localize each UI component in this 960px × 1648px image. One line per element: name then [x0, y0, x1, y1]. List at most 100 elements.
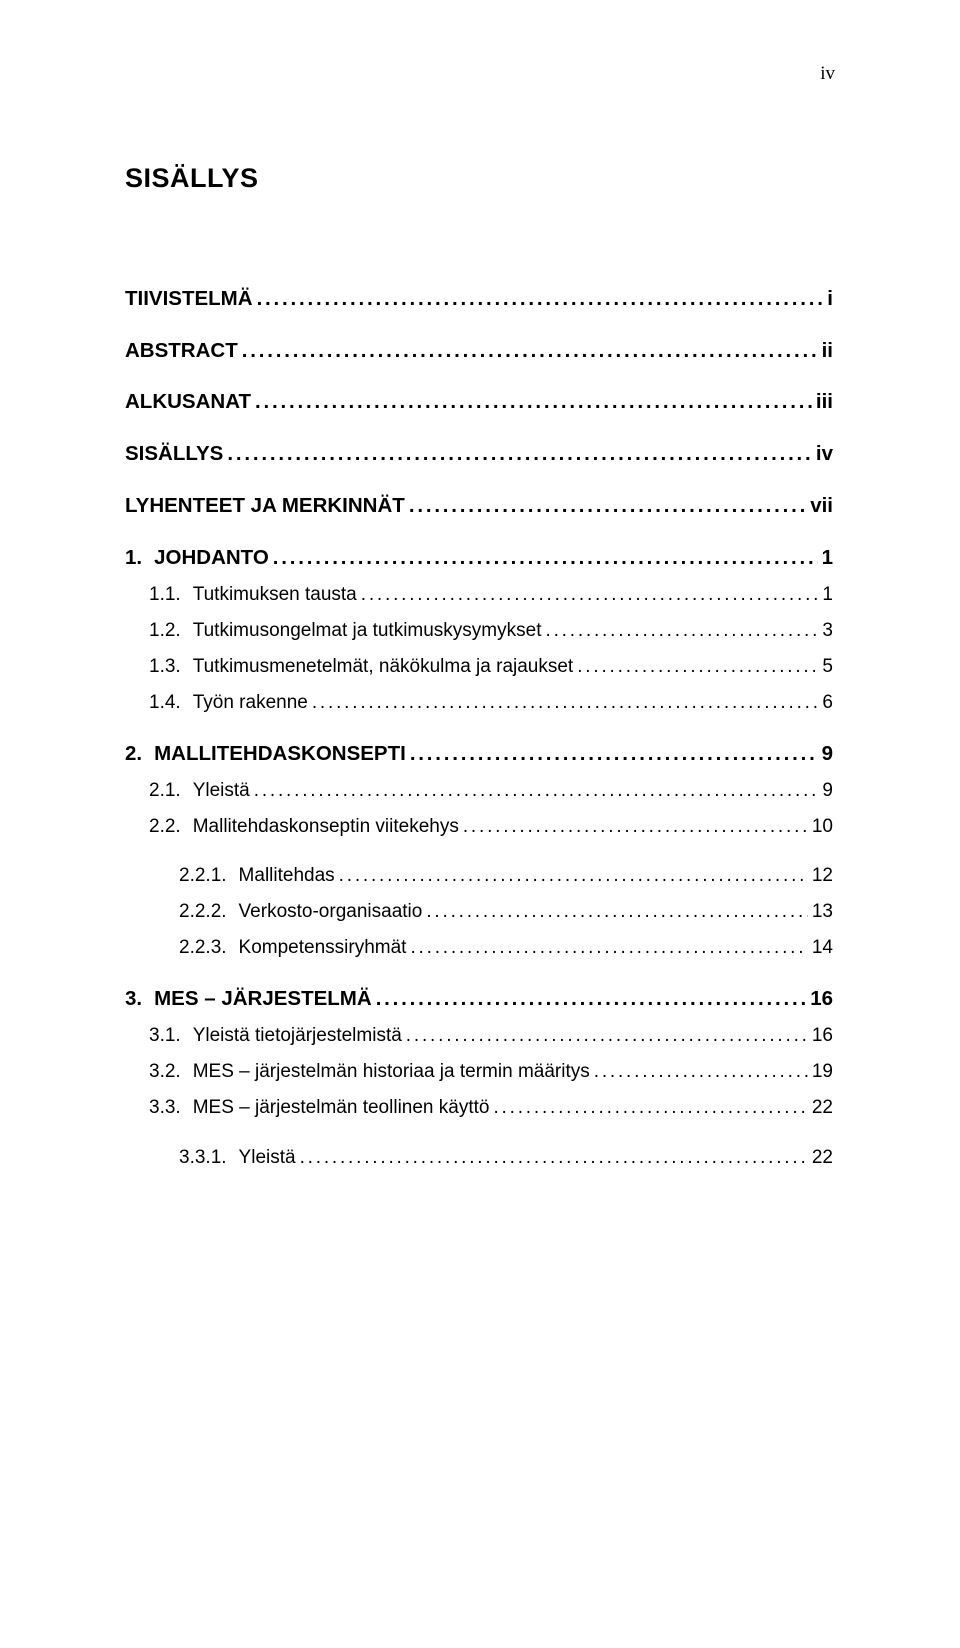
toc-entry-label: ABSTRACT	[125, 336, 238, 366]
toc-leader-dots	[242, 336, 818, 366]
table-of-contents: TIIVISTELMÄi ABSTRACT ii ALKUSANATiii SISÄLL…	[125, 284, 833, 1171]
toc-row: 2.1.Yleistä9	[149, 777, 833, 805]
toc-row: LYHENTEET JA MERKINNÄT vii	[125, 491, 833, 521]
toc-entry-label: MES – JÄRJESTELMÄ	[154, 984, 372, 1014]
toc-leader-dots	[546, 617, 819, 645]
toc-row: TIIVISTELMÄi	[125, 284, 833, 314]
toc-entry-number: 1.1.	[149, 581, 181, 609]
toc-row: 2.2. Mallitehdaskonseptin viitekehys 10	[149, 813, 833, 841]
toc-entry-label: JOHDANTO	[154, 543, 269, 573]
toc-entry-number: 3.3.	[149, 1094, 181, 1122]
toc-entry-page: 9	[822, 739, 833, 769]
toc-entry-page: 16	[812, 1022, 833, 1050]
toc-entry-page: 5	[822, 653, 833, 681]
toc-row: 1.1. Tutkimuksen tausta 1	[149, 581, 833, 609]
toc-leader-dots	[255, 387, 812, 417]
toc-entry-page: 22	[812, 1094, 833, 1122]
toc-leader-dots	[463, 813, 808, 841]
toc-leader-dots	[312, 689, 819, 717]
toc-row: 2.2.2. Verkosto-organisaatio 13	[179, 898, 833, 926]
toc-leader-dots	[426, 898, 808, 926]
toc-row: 1.3. Tutkimusmenetelmät, näkökulma ja raj…	[149, 653, 833, 681]
toc-leader-dots	[273, 543, 818, 573]
toc-entry-label: LYHENTEET JA MERKINNÄT	[125, 491, 405, 521]
toc-leader-dots	[577, 653, 818, 681]
toc-entry-label: MES – järjestelmän teollinen käyttö	[193, 1094, 490, 1122]
toc-entry-page: 14	[812, 934, 833, 962]
toc-leader-dots	[410, 739, 818, 769]
toc-entry-label: Työn rakenne	[193, 689, 308, 717]
toc-entry-page: 9	[822, 777, 833, 805]
toc-entry-number: 3.2.	[149, 1058, 181, 1086]
toc-entry-number: 1.2.	[149, 617, 181, 645]
toc-leader-dots	[257, 284, 824, 314]
toc-row: 2. MALLITEHDASKONSEPTI 9	[125, 739, 833, 769]
toc-entry-page: 1	[822, 543, 833, 573]
toc-entry-page: 1	[822, 581, 833, 609]
toc-entry-page: iv	[816, 439, 833, 469]
toc-row: 1.2. Tutkimusongelmat ja tutkimuskysymyks…	[149, 617, 833, 645]
toc-row: ABSTRACT ii	[125, 336, 833, 366]
toc-entry-label: MES – järjestelmän historiaa ja termin m…	[193, 1058, 590, 1086]
toc-entry-label: Yleistä tietojärjestelmistä	[193, 1022, 402, 1050]
toc-entry-label: Yleistä	[239, 1144, 296, 1172]
toc-row: 1.4. Työn rakenne 6	[149, 689, 833, 717]
toc-leader-dots	[594, 1058, 808, 1086]
toc-row: 3.2. MES – järjestelmän historiaa ja term…	[149, 1058, 833, 1086]
toc-row: 2.2.1. Mallitehdas 12	[179, 862, 833, 890]
toc-leader-dots	[227, 439, 812, 469]
toc-entry-page: 12	[812, 862, 833, 890]
toc-entry-label: Mallitehdas	[239, 862, 335, 890]
toc-entry-number: 2.1.	[149, 777, 181, 805]
toc-entry-number: 2.2.1.	[179, 862, 227, 890]
toc-leader-dots	[406, 1022, 808, 1050]
toc-entry-number: 3.1.	[149, 1022, 181, 1050]
toc-leader-dots	[361, 581, 819, 609]
page-content: SISÄLLYS TIIVISTELMÄi ABSTRACT ii ALKUSANAT…	[125, 0, 833, 1180]
toc-leader-dots	[409, 491, 806, 521]
toc-row: 2.2.3. Kompetenssiryhmät 14	[179, 934, 833, 962]
toc-entry-label: Tutkimuksen tausta	[193, 581, 357, 609]
toc-entry-page: 19	[812, 1058, 833, 1086]
toc-entry-page: vii	[810, 491, 833, 521]
toc-row: 3.1. Yleistä tietojärjestelmistä 16	[149, 1022, 833, 1050]
toc-entry-page: ii	[822, 336, 833, 366]
page-title: SISÄLLYS	[125, 163, 833, 194]
toc-row: 3. MES – JÄRJESTELMÄ 16	[125, 984, 833, 1014]
toc-entry-number: 2.	[125, 739, 142, 769]
toc-entry-number: 1.3.	[149, 653, 181, 681]
toc-entry-number: 2.2.	[149, 813, 181, 841]
toc-entry-page: 22	[812, 1144, 833, 1172]
toc-row: 3.3.1. Yleistä 22	[179, 1144, 833, 1172]
toc-entry-page: 16	[810, 984, 833, 1014]
toc-row: 3.3. MES – järjestelmän teollinen käyttö 2…	[149, 1094, 833, 1122]
toc-entry-page: 13	[812, 898, 833, 926]
toc-leader-dots	[339, 862, 808, 890]
toc-entry-label: Mallitehdaskonseptin viitekehys	[193, 813, 459, 841]
toc-leader-dots	[300, 1144, 808, 1172]
toc-entry-label: ALKUSANAT	[125, 387, 251, 417]
toc-entry-page: 10	[812, 813, 833, 841]
toc-row: SISÄLLYS iv	[125, 439, 833, 469]
toc-entry-label: MALLITEHDASKONSEPTI	[154, 739, 406, 769]
toc-entry-label: Verkosto-organisaatio	[239, 898, 423, 926]
toc-entry-label: Tutkimusongelmat ja tutkimuskysymykset	[193, 617, 542, 645]
toc-entry-number: 2.2.3.	[179, 934, 227, 962]
toc-entry-number: 1.4.	[149, 689, 181, 717]
toc-entry-number: 2.2.2.	[179, 898, 227, 926]
toc-row: 1. JOHDANTO 1	[125, 543, 833, 573]
toc-entry-number: 3.	[125, 984, 142, 1014]
toc-leader-dots	[376, 984, 807, 1014]
toc-entry-page: 6	[822, 689, 833, 717]
toc-entry-number: 3.3.1.	[179, 1144, 227, 1172]
toc-entry-label: Tutkimusmenetelmät, näkökulma ja rajauks…	[193, 653, 574, 681]
toc-entry-label: Kompetenssiryhmät	[239, 934, 407, 962]
toc-entry-page: i	[827, 284, 833, 314]
toc-entry-label: SISÄLLYS	[125, 439, 223, 469]
toc-leader-dots	[410, 934, 807, 962]
toc-entry-number: 1.	[125, 543, 142, 573]
toc-leader-dots	[493, 1094, 807, 1122]
toc-leader-dots	[254, 777, 819, 805]
toc-entry-page: 3	[822, 617, 833, 645]
toc-row: ALKUSANATiii	[125, 387, 833, 417]
